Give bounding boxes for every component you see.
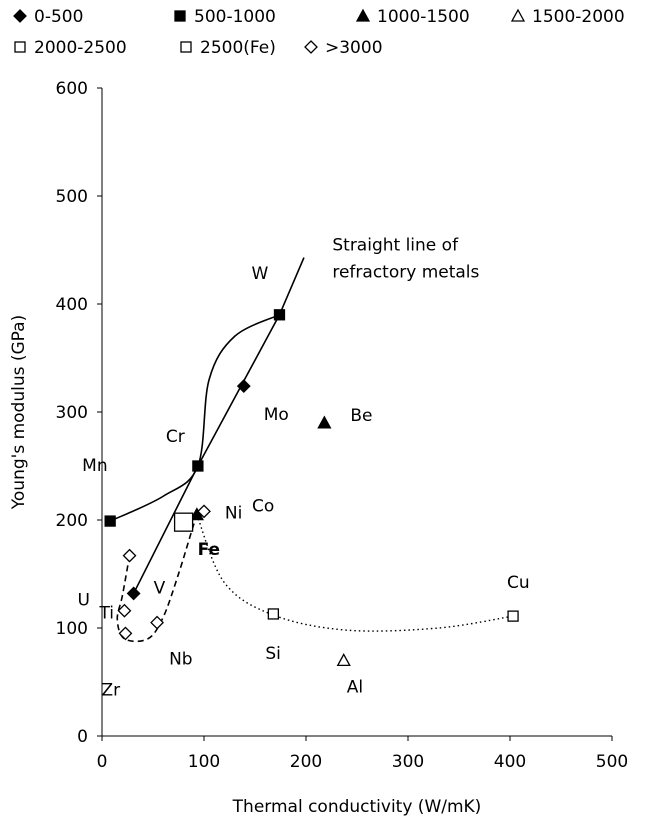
curves [109, 257, 514, 643]
y-tick-label-100: 100 [56, 619, 88, 639]
curve-dashed-2 [116, 514, 198, 643]
curve-solid-curve-1 [109, 314, 280, 522]
x-tick-label-200: 200 [290, 752, 322, 772]
point-u [122, 548, 137, 563]
point-v [126, 586, 141, 601]
label-u: U [78, 591, 90, 611]
annotation-0: Straight line of [332, 236, 459, 256]
point-fe [173, 512, 194, 532]
label-mo: Mo [264, 405, 289, 425]
label-nb: Nb [169, 650, 193, 670]
y-tick-label-0: 0 [77, 727, 88, 747]
point-si [267, 608, 280, 620]
point-co [197, 504, 211, 519]
point-al [336, 653, 351, 667]
label-ni: Ni [225, 504, 242, 524]
point-cu [507, 610, 519, 622]
legend-label-2000-2500: 2000-2500 [34, 38, 127, 58]
label-v: V [154, 578, 166, 598]
legend-label-0-500: 0-500 [34, 7, 83, 27]
annotations: Straight line of refractory metals [332, 236, 479, 283]
curve-dotted-3 [196, 514, 514, 632]
legend-label-500-1000: 500-1000 [194, 7, 276, 27]
legend: 0-500 500-1000 1000-1500 1500-2000 2000-2500… [13, 7, 625, 58]
legend-marker-500-1000 [174, 10, 186, 22]
label-mn: Mn [82, 456, 107, 476]
label-al: Al [347, 677, 363, 697]
legend-label-1500-2000: 1500-2000 [532, 7, 625, 27]
y-tick-label-500: 500 [56, 187, 88, 207]
y-tick-label-200: 200 [56, 511, 88, 531]
x-axis-title: Thermal conductivity (W/mK) [232, 797, 482, 817]
label-w: W [251, 264, 268, 284]
point-mn [104, 515, 116, 527]
point-nb [150, 615, 164, 630]
point-w [273, 309, 286, 321]
legend-marker-2500-fe [180, 41, 192, 53]
legend-marker-1500-2000 [510, 8, 526, 22]
label-ti: Ti [98, 604, 114, 624]
point-be [317, 415, 332, 429]
curve-solid-0 [132, 257, 305, 594]
label-si: Si [265, 644, 281, 664]
legend-marker-3000 [304, 40, 318, 54]
label-fe: Fe [198, 540, 220, 560]
y-tick-label-600: 600 [56, 79, 88, 99]
y-axis-title: Young's modulus (GPa) [9, 315, 29, 510]
x-tick-label-400: 400 [494, 752, 526, 772]
legend-marker-1000-1500 [355, 8, 371, 22]
label-cu: Cu [507, 573, 530, 593]
y-tick-label-400: 400 [56, 295, 88, 315]
x-tick-label-300: 300 [392, 752, 424, 772]
x-tick-label-500: 500 [596, 752, 628, 772]
legend-label-2500-fe: 2500(Fe) [200, 38, 276, 58]
x-tick-label-100: 100 [188, 752, 220, 772]
x-ticks: 0 100 200 300 400 500 [97, 736, 628, 772]
point-zr [118, 626, 133, 641]
y-ticks: 0 100 200 300 400 500 600 [56, 79, 102, 747]
label-cr: Cr [166, 427, 185, 447]
legend-marker-2000-2500 [14, 41, 26, 53]
point-ti [117, 603, 132, 618]
label-be: Be [350, 406, 372, 426]
point-mo [236, 379, 251, 393]
legend-label-1000-1500: 1000-1500 [377, 7, 470, 27]
x-tick-label-0: 0 [97, 752, 108, 772]
markers [104, 309, 519, 667]
y-tick-label-300: 300 [56, 403, 88, 423]
point-cr [192, 460, 204, 472]
annotation-1: refractory metals [332, 263, 479, 283]
label-zr: Zr [101, 680, 120, 700]
legend-marker-0-500 [13, 9, 27, 23]
point-labels: W Mo Be Cr Mn Ni Co U Fe V Ti Zr Nb Si Cu Al [78, 264, 530, 701]
legend-label-3000: >3000 [325, 38, 383, 58]
label-co: Co [252, 496, 274, 516]
